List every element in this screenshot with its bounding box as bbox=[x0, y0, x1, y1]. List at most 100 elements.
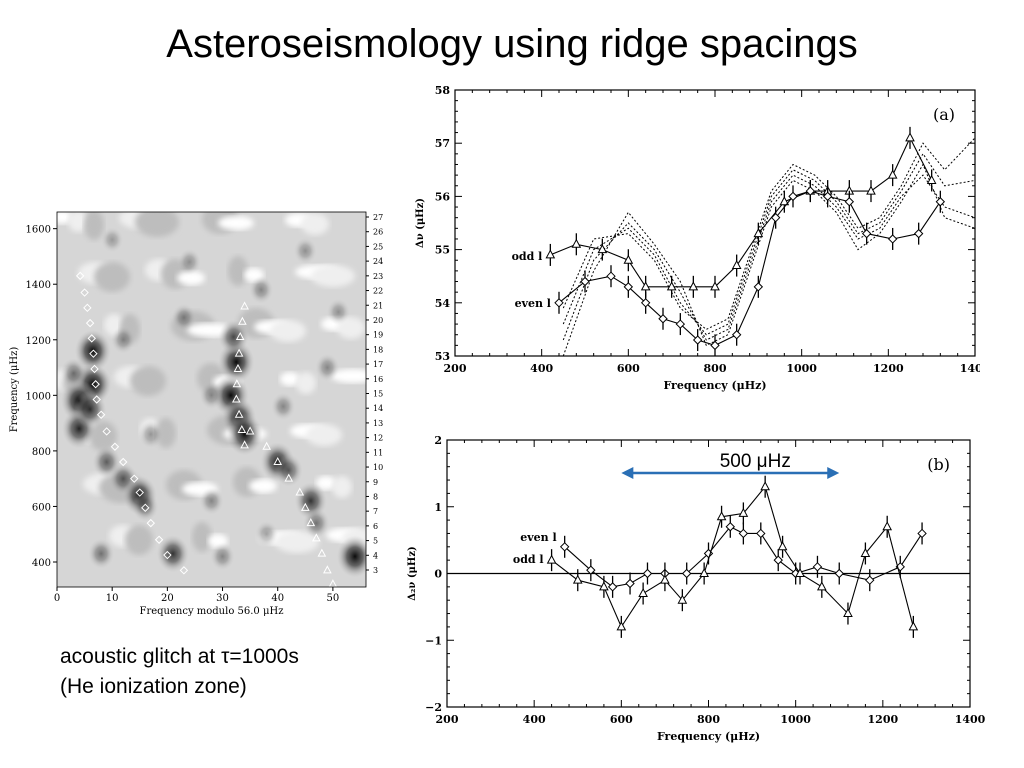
data-point-diamond bbox=[770, 212, 781, 223]
panel-label: (a) bbox=[933, 105, 955, 124]
data-point-diamond bbox=[822, 191, 833, 202]
echelle-x-tick-label: 30 bbox=[216, 593, 229, 604]
echelle-texture bbox=[332, 476, 352, 498]
data-point-diamond bbox=[917, 528, 927, 539]
echelle-power-blob bbox=[336, 535, 366, 578]
ridge-marker-diamond bbox=[87, 334, 96, 343]
y-tick-label: 55 bbox=[435, 244, 450, 257]
echelle-texture bbox=[280, 372, 300, 386]
legend-label: even l bbox=[515, 297, 551, 310]
x-tick-label: 1200 bbox=[873, 362, 904, 375]
ridge-marker-triangle bbox=[235, 331, 245, 340]
echelle-frame bbox=[56, 211, 367, 588]
data-point-diamond bbox=[788, 191, 798, 202]
ridge-marker-triangle bbox=[295, 487, 305, 496]
echelle-power-blob bbox=[60, 358, 87, 389]
y-tick-label: 57 bbox=[435, 137, 450, 150]
x-tick-label: 200 bbox=[444, 362, 467, 375]
echelle-texture bbox=[84, 212, 104, 240]
data-point-triangle bbox=[660, 574, 670, 584]
data-point-diamond bbox=[682, 568, 692, 579]
data-point-diamond bbox=[887, 234, 898, 244]
ridge-marker-diamond bbox=[130, 474, 139, 483]
data-point-diamond bbox=[586, 565, 596, 575]
echelle-order-label: 18 bbox=[373, 345, 383, 354]
data-point-diamond bbox=[861, 228, 872, 239]
x-tick-label: 1000 bbox=[786, 362, 817, 375]
x-tick-label: 1400 bbox=[955, 713, 985, 726]
ridge-marker-triangle bbox=[262, 441, 272, 450]
ridge-marker-diamond bbox=[89, 349, 98, 358]
ridge-marker-triangle bbox=[233, 363, 243, 372]
data-point-diamond bbox=[623, 282, 634, 292]
x-tick-label: 400 bbox=[523, 713, 546, 726]
echelle-order-label: 4 bbox=[373, 551, 378, 560]
echelle-order-label: 8 bbox=[373, 492, 378, 501]
y-tick-label: 58 bbox=[435, 84, 451, 97]
data-point-triangle bbox=[905, 132, 915, 142]
echelle-texture bbox=[177, 271, 205, 285]
model-curve bbox=[562, 163, 975, 356]
echelle-y-tick-label: 1600 bbox=[26, 225, 51, 236]
data-point-triangle bbox=[731, 259, 742, 270]
echelle-order-label: 5 bbox=[373, 537, 378, 546]
echelle-order-label: 10 bbox=[373, 463, 383, 472]
data-point-diamond bbox=[640, 298, 651, 308]
ridge-marker-triangle bbox=[317, 548, 327, 557]
ridge-marker-triangle bbox=[323, 565, 332, 574]
y-tick-label: 54 bbox=[435, 297, 451, 310]
glitch-caption: acoustic glitch at τ=1000s (He ionizatio… bbox=[60, 642, 299, 702]
x-tick-label: 1000 bbox=[780, 713, 811, 726]
data-point-diamond bbox=[658, 314, 668, 324]
data-point-triangle bbox=[926, 174, 937, 184]
data-point-diamond bbox=[756, 528, 766, 539]
echelle-texture bbox=[301, 213, 329, 235]
x-tick-label: 800 bbox=[704, 362, 727, 375]
data-point-triangle bbox=[571, 238, 582, 248]
data-point-diamond bbox=[642, 568, 653, 579]
echelle-y-tick-label: 600 bbox=[32, 502, 51, 513]
ridge-marker-diamond bbox=[85, 318, 95, 328]
echelle-y-tick-label: 1400 bbox=[26, 280, 51, 291]
data-point-triangle bbox=[816, 581, 827, 591]
echelle-texture bbox=[135, 212, 179, 237]
echelle-y-tick-label: 1000 bbox=[26, 391, 51, 402]
ridge-marker-diamond bbox=[75, 271, 85, 281]
y-tick-label: −1 bbox=[425, 634, 442, 647]
chart-a-delta-nu: 200 400 600 800 1000 1200 1400 53 54 55 56 57 58 Freq… bbox=[415, 84, 980, 392]
echelle-order-label: 24 bbox=[373, 257, 383, 266]
model-curve bbox=[562, 152, 975, 336]
annotation-arrow-head-right bbox=[827, 467, 840, 479]
echelle-power-blob bbox=[210, 542, 235, 571]
data-point-triangle bbox=[599, 581, 609, 591]
data-point-triangle bbox=[597, 244, 608, 254]
annotation-arrow-head-left bbox=[621, 467, 634, 479]
x-tick-label: 1200 bbox=[868, 713, 899, 726]
echelle-power-blob bbox=[171, 303, 196, 332]
ridge-marker-diamond bbox=[96, 410, 106, 419]
echelle-texture bbox=[316, 476, 336, 490]
data-point-diamond bbox=[580, 276, 590, 287]
plot-frame bbox=[454, 89, 976, 357]
echelle-texture bbox=[270, 320, 306, 342]
data-point-triangle bbox=[753, 228, 764, 238]
echelle-power-blob bbox=[101, 227, 124, 253]
data-point-triangle bbox=[677, 594, 688, 604]
y-tick-label: 2 bbox=[434, 434, 442, 447]
echelle-power-blob bbox=[177, 248, 201, 276]
series-line-triangle bbox=[550, 136, 933, 288]
data-point-diamond bbox=[935, 197, 946, 207]
data-point-diamond bbox=[625, 578, 635, 589]
y-tick-label: 56 bbox=[435, 190, 451, 203]
data-point-diamond bbox=[753, 282, 764, 292]
echelle-power-blob bbox=[271, 392, 296, 421]
echelle-texture bbox=[218, 216, 254, 230]
series-line-triangle bbox=[551, 485, 914, 629]
echelle-x-tick-label: 0 bbox=[54, 593, 60, 604]
echelle-order-label: 3 bbox=[373, 566, 378, 575]
ridge-marker-triangle bbox=[232, 379, 242, 388]
data-point-diamond bbox=[844, 197, 855, 207]
echelle-order-label: 15 bbox=[373, 390, 383, 399]
echelle-order-label: 27 bbox=[373, 213, 383, 222]
echelle-texture bbox=[68, 212, 88, 232]
